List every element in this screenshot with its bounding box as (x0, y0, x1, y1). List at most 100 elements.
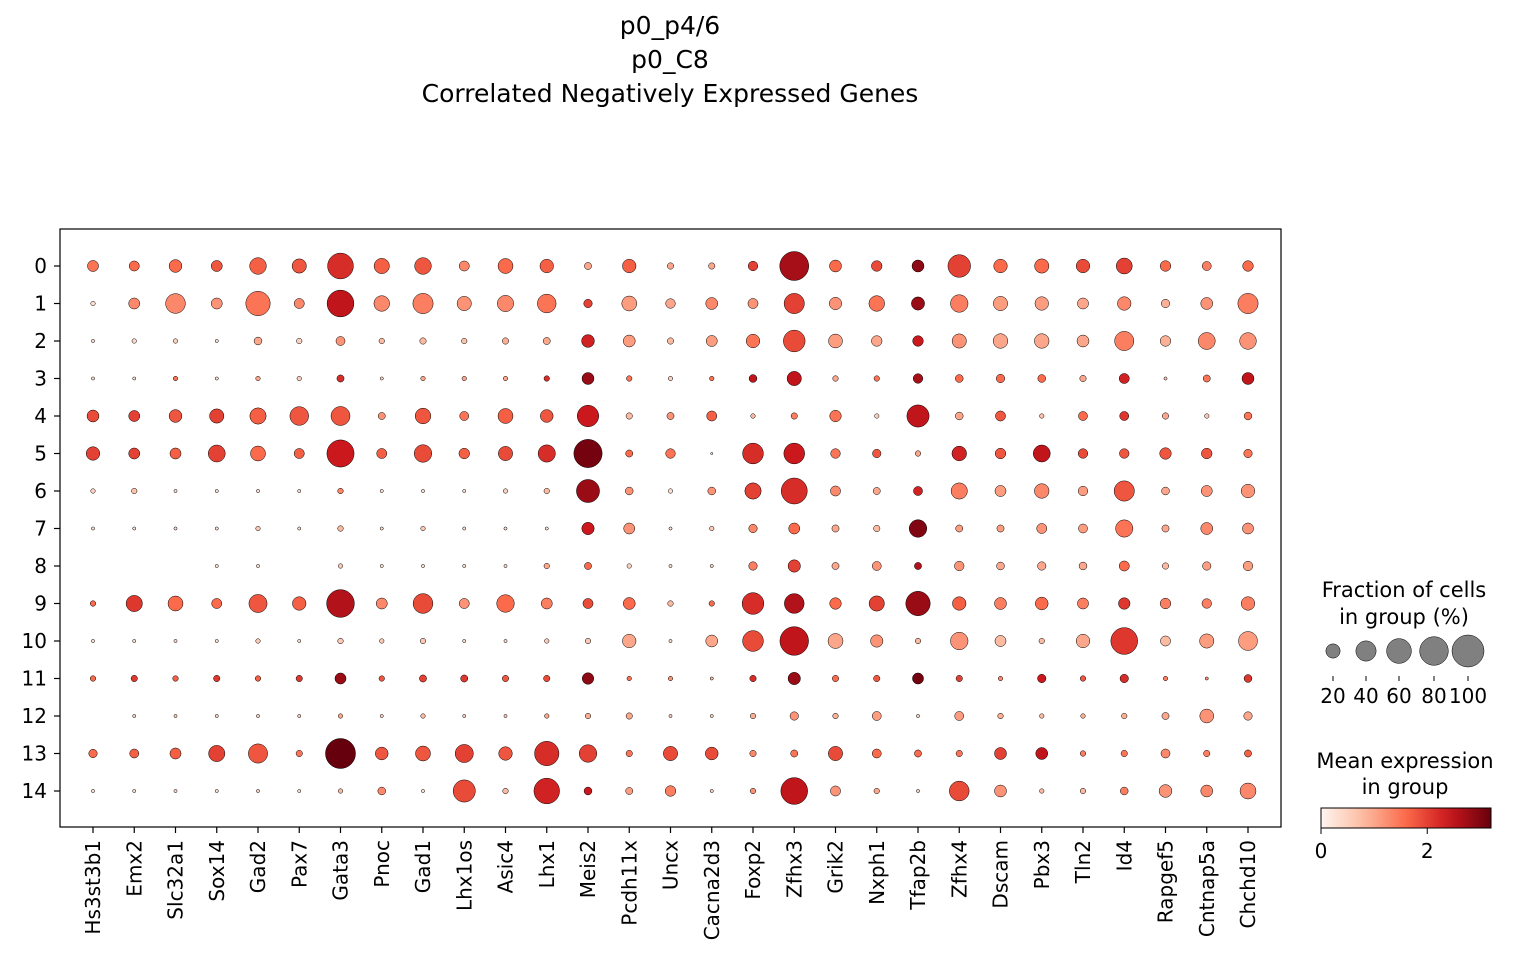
x-tick-label-Asic4: Asic4 (494, 840, 518, 893)
x-tick-label-Gad1: Gad1 (411, 840, 435, 893)
dot-14-Foxp2 (749, 787, 757, 795)
dot-2-Meis2 (581, 334, 595, 348)
dot-4-Cntnap5a (1204, 413, 1210, 419)
chart-title: p0_p4/6 p0_C8 Correlated Negatively Expr… (422, 11, 919, 108)
dot-1-Pbx3 (1034, 296, 1049, 311)
dot-13-Uncx (663, 746, 678, 761)
dot-1-Asic4 (497, 295, 514, 312)
dot-11-Zfhx4 (955, 675, 963, 682)
dot-13-Chchd10 (1244, 749, 1252, 758)
dot-5-Pcdh11x (625, 449, 634, 458)
dot-9-Gad1 (412, 593, 434, 614)
dot-9-Pcdh11x (623, 597, 636, 610)
size-legend-label-80: 80 (1421, 684, 1446, 708)
dot-5-Gata3 (326, 439, 355, 468)
size-legend-label-20: 20 (1320, 684, 1345, 708)
dot-1-Nxph1 (868, 295, 885, 312)
size-legend-label-40: 40 (1353, 684, 1378, 708)
x-tick-label-Id4: Id4 (1112, 840, 1136, 871)
x-tick-label-Gata3: Gata3 (329, 840, 353, 901)
colorbar-label-2: 2 (1421, 839, 1434, 863)
dot-9-Nxph1 (868, 595, 885, 612)
size-legend: Fraction of cells in group (%) 20 40 60 80 1… (1320, 578, 1487, 708)
dot-11-Pbx3 (1037, 674, 1047, 683)
dot-14-Id4 (1120, 786, 1129, 796)
dot-12-Chchd10 (1243, 711, 1253, 721)
dot-8-Sox14 (214, 564, 219, 568)
dot-5-Pnoc (376, 448, 388, 459)
dot-8-Zfhx4 (954, 560, 965, 572)
dot-13-Tln2 (1079, 750, 1087, 757)
dot-5-Hs3st3b1 (85, 446, 101, 461)
color-legend-title-line-2: in group (1362, 775, 1449, 799)
dot-0-Lhx1os (458, 260, 470, 272)
dot-12-Grik2 (832, 712, 839, 720)
dot-2-Sox14 (214, 339, 219, 343)
dot-9-Hs3st3b1 (89, 600, 97, 607)
dot-9-Tfap2b (905, 591, 931, 616)
y-tick-label-6: 6 (34, 479, 47, 503)
dot-4-Pbx3 (1039, 413, 1045, 419)
dot-2-Tfap2b (912, 335, 924, 347)
dot-2-Nxph1 (871, 335, 883, 347)
color-legend-title-line-1: Mean expression (1316, 749, 1493, 773)
y-tick-label-11: 11 (22, 667, 47, 691)
dot-14-Emx2 (132, 789, 137, 793)
dot-0-Zfhx4 (947, 254, 971, 278)
dot-6-Asic4 (502, 488, 509, 494)
dot-6-Pcdh11x (625, 486, 634, 496)
dot-2-Gata3 (335, 336, 346, 346)
dot-0-Id4 (1116, 257, 1133, 275)
dot-14-Pbx3 (1039, 788, 1045, 794)
dot-11-Hs3st3b1 (89, 675, 97, 682)
dot-11-Lhx1 (543, 675, 551, 682)
dot-6-Cntnap5a (1200, 485, 1213, 497)
dot-2-Cntnap5a (1198, 332, 1216, 350)
dot-1-Emx2 (128, 297, 141, 310)
dot-6-Dscam (994, 485, 1007, 497)
dot-0-Dscam (993, 258, 1008, 274)
dot-6-Lhx1 (543, 487, 550, 495)
dot-5-Zfhx4 (951, 445, 967, 462)
dot-7-Id4 (1115, 519, 1134, 538)
dot-3-Pax7 (296, 375, 302, 382)
dot-6-Slc32a1 (173, 489, 178, 493)
dot-9-Cacna2d3 (708, 600, 715, 607)
dot-10-Lhx1os (462, 639, 467, 643)
dot-9-Rapgef5 (1159, 597, 1172, 610)
dot-4-Pax7 (289, 406, 309, 426)
dot-10-Slc32a1 (173, 639, 178, 643)
dot-11-Pnoc (378, 675, 385, 682)
dot-3-Pbx3 (1037, 374, 1046, 383)
dot-13-Slc32a1 (169, 747, 182, 760)
dot-14-Lhx1 (533, 777, 560, 805)
dot-10-Sox14 (214, 639, 219, 643)
dot-3-Nxph1 (873, 375, 880, 382)
dot-12-Gata3 (337, 713, 344, 719)
dot-10-Emx2 (132, 639, 137, 643)
x-tick-label-Lhx1: Lhx1 (535, 840, 559, 888)
dot-0-Lhx1 (539, 258, 554, 274)
dot-6-Rapgef5 (1161, 486, 1170, 496)
x-axis: Hs3st3b1 Emx2 Slc32a1 Sox14 Gad2 Pax7 Gata3 Pno… (81, 827, 1260, 940)
dot-1-Tln2 (1077, 297, 1089, 310)
dot-11-Tfap2b (912, 672, 924, 685)
dot-4-Zfhx4 (955, 411, 964, 421)
dot-4-Grik2 (829, 409, 842, 423)
dot-2-Pbx3 (1034, 333, 1050, 349)
dot-14-Pax7 (297, 789, 302, 793)
dot-12-Tfap2b (916, 714, 920, 718)
dot-1-Sox14 (210, 297, 223, 310)
dot-8-Rapgef5 (1162, 562, 1169, 570)
y-tick-label-13: 13 (22, 742, 47, 766)
dot-4-Id4 (1119, 411, 1130, 421)
dot-1-Zfhx3 (783, 293, 805, 314)
x-tick-label-Pnoc: Pnoc (370, 840, 394, 888)
dot-3-Emx2 (132, 376, 137, 381)
dot-0-Grik2 (829, 259, 842, 273)
dot-1-Chchd10 (1237, 293, 1259, 314)
dot-5-Asic4 (498, 446, 513, 461)
dot-7-Sox14 (214, 526, 219, 531)
dot-1-Gad1 (412, 293, 434, 314)
dot-13-Grik2 (828, 746, 843, 761)
